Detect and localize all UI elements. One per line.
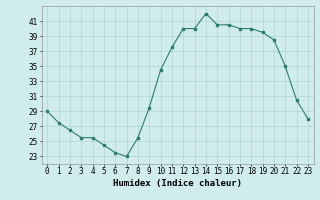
X-axis label: Humidex (Indice chaleur): Humidex (Indice chaleur) [113,179,242,188]
